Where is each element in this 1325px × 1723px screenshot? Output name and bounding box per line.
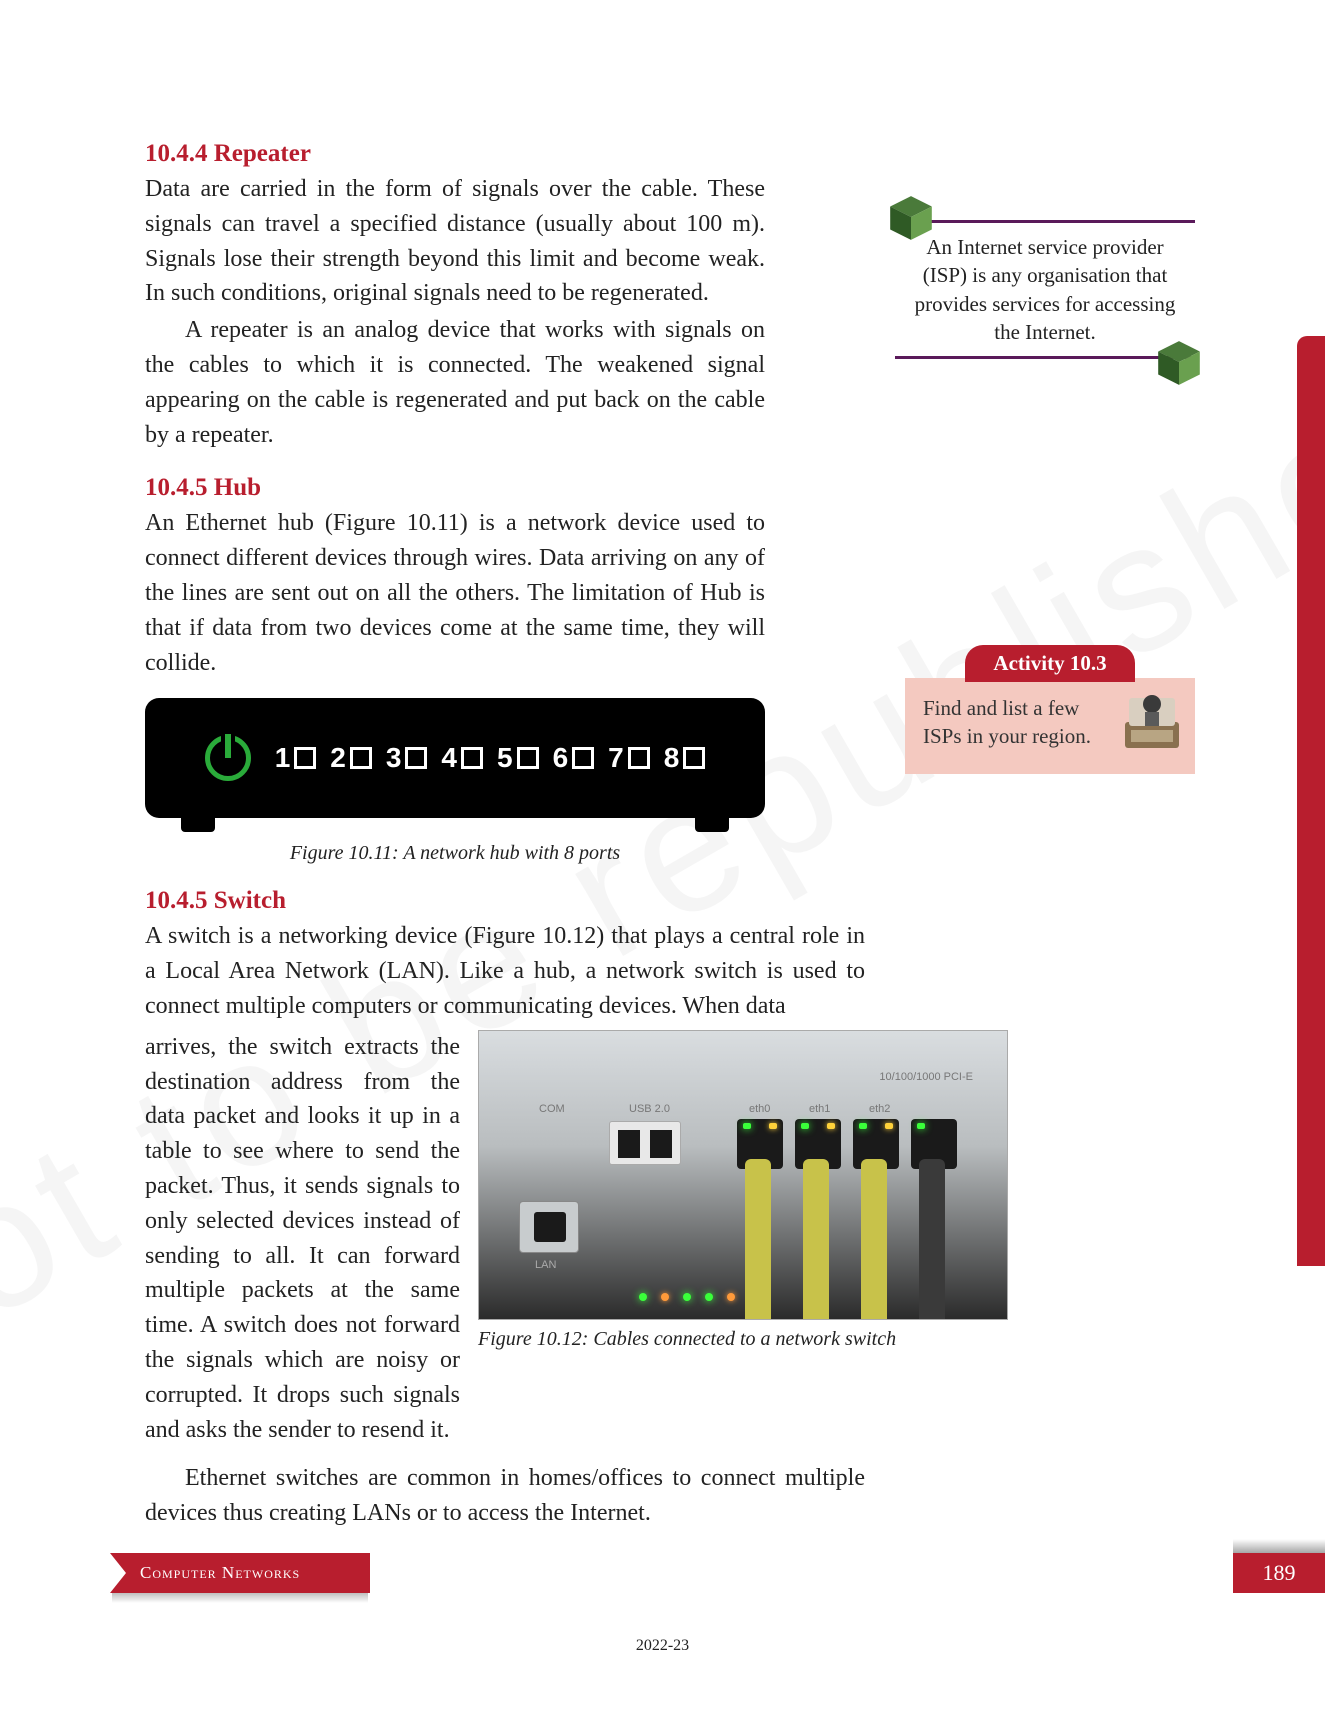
lan-port-block bbox=[519, 1201, 579, 1253]
port-number: 1 bbox=[275, 742, 291, 774]
hub-figure-caption: Figure 10.11: A network hub with 8 ports bbox=[145, 842, 765, 865]
port-number: 5 bbox=[497, 742, 513, 774]
hub-device: 1 2 3 4 5 6 7 8 bbox=[145, 698, 765, 818]
port-number: 7 bbox=[608, 742, 624, 774]
port-box-icon bbox=[461, 747, 483, 769]
repeater-para-2: A repeater is an analog device that work… bbox=[145, 313, 765, 452]
port-6: 6 bbox=[553, 742, 595, 774]
activity-title: Activity 10.3 bbox=[965, 645, 1135, 682]
port-box-icon bbox=[683, 747, 705, 769]
port-box-icon bbox=[628, 747, 650, 769]
switch-para-top: A switch is a networking device (Figure … bbox=[145, 919, 865, 1023]
page-number-shadow bbox=[1233, 1539, 1325, 1553]
label-eth0: eth0 bbox=[749, 1103, 770, 1115]
port-box-icon bbox=[294, 747, 316, 769]
usb-ports bbox=[609, 1121, 681, 1165]
port-3: 3 bbox=[386, 742, 428, 774]
hub-para: An Ethernet hub (Figure 10.11) is a netw… bbox=[145, 506, 765, 680]
activity-box: Activity 10.3 Find and list a few ISPs i… bbox=[905, 645, 1195, 774]
switch-figure-caption: Figure 10.12: Cables connected to a netw… bbox=[478, 1328, 1008, 1351]
port-2: 2 bbox=[330, 742, 372, 774]
footer-chapter-bar: Computer Networks bbox=[110, 1553, 370, 1593]
section-repeater: 10.4.4 Repeater Data are carried in the … bbox=[145, 140, 1195, 452]
heading-switch: 10.4.5 Switch bbox=[145, 887, 1195, 915]
section-switch: 10.4.5 Switch A switch is a networking d… bbox=[145, 887, 1195, 1531]
port-number: 3 bbox=[386, 742, 402, 774]
heading-repeater: 10.4.4 Repeater bbox=[145, 140, 1195, 168]
switch-photo: 10/100/1000 PCI-E USB 2.0 COM eth0 eth1 … bbox=[478, 1030, 1008, 1320]
year-tag: 2022-23 bbox=[636, 1637, 689, 1655]
cable-yellow bbox=[861, 1159, 887, 1320]
repeater-para-1: Data are carried in the form of signals … bbox=[145, 172, 765, 311]
switch-figure-col: 10/100/1000 PCI-E USB 2.0 COM eth0 eth1 … bbox=[478, 1030, 1008, 1351]
page: not to be republished 10.4.4 Repeater Da… bbox=[0, 0, 1325, 1723]
port-number: 4 bbox=[441, 742, 457, 774]
label-usb: USB 2.0 bbox=[629, 1103, 670, 1115]
heading-hub: 10.4.5 Hub bbox=[145, 474, 1195, 502]
port-1: 1 bbox=[275, 742, 317, 774]
port-number: 8 bbox=[664, 742, 680, 774]
activity-body: Find and list a few ISPs in your region. bbox=[905, 678, 1195, 774]
port-number: 2 bbox=[330, 742, 346, 774]
hub-figure: 1 2 3 4 5 6 7 8 bbox=[145, 698, 765, 818]
label-eth2: eth2 bbox=[869, 1103, 890, 1115]
port-4: 4 bbox=[441, 742, 483, 774]
power-icon bbox=[205, 735, 251, 781]
cable-black bbox=[919, 1159, 945, 1320]
footer-chapter-title: Computer Networks bbox=[140, 1563, 300, 1583]
port-box-icon bbox=[350, 747, 372, 769]
port-number: 6 bbox=[553, 742, 569, 774]
right-edge-strip bbox=[1297, 336, 1325, 1266]
cable-yellow bbox=[803, 1159, 829, 1320]
switch-para-left: arrives, the switch extracts the destina… bbox=[145, 1030, 460, 1448]
port-8: 8 bbox=[664, 742, 706, 774]
port-5: 5 bbox=[497, 742, 539, 774]
port-7: 7 bbox=[608, 742, 650, 774]
cable-yellow bbox=[745, 1159, 771, 1320]
label-com: COM bbox=[539, 1103, 565, 1115]
page-number: 189 bbox=[1233, 1553, 1325, 1593]
label-lan: LAN bbox=[535, 1259, 556, 1271]
label-spec: 10/100/1000 PCI-E bbox=[879, 1071, 973, 1083]
port-box-icon bbox=[405, 747, 427, 769]
led-strip bbox=[639, 1293, 735, 1301]
activity-laptop-icon bbox=[1117, 686, 1187, 756]
switch-figure-row: arrives, the switch extracts the destina… bbox=[145, 1030, 1195, 1448]
switch-para-bottom: Ethernet switches are common in homes/of… bbox=[145, 1461, 865, 1531]
activity-text: Find and list a few ISPs in your region. bbox=[923, 694, 1103, 751]
port-box-icon bbox=[572, 747, 594, 769]
port-box-icon bbox=[517, 747, 539, 769]
label-eth1: eth1 bbox=[809, 1103, 830, 1115]
